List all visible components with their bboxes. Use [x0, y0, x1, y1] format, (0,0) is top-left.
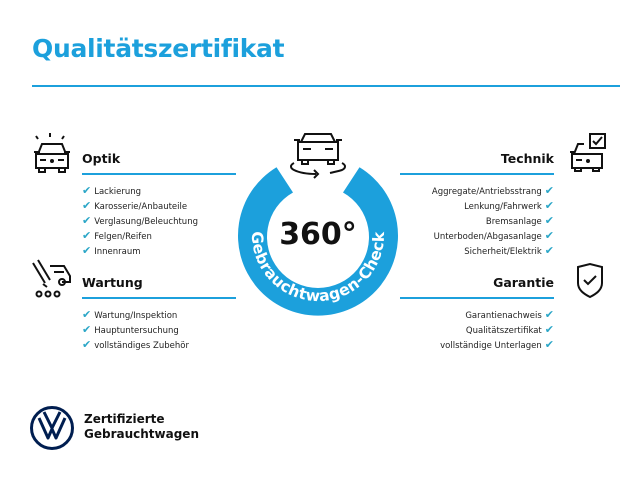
check-icon: ✔: [82, 199, 92, 212]
list-item: Bremsanlage ✔: [485, 214, 554, 227]
ring-arc: [238, 167, 398, 316]
360-check-badge: Gebrauchtwagen-Check 360°: [238, 133, 398, 316]
list-item: ✔ Felgen/Reifen: [82, 229, 152, 242]
check-icon: ✔: [544, 338, 554, 351]
check-icon: ✔: [82, 244, 92, 257]
car-rotation-icon: [290, 133, 346, 179]
section-divider: [82, 297, 236, 299]
check-icon: ✔: [82, 323, 92, 336]
check-icon: ✔: [544, 199, 554, 212]
section-divider: [400, 173, 554, 175]
check-icon: ✔: [82, 214, 92, 227]
check-icon: ✔: [82, 338, 92, 351]
list-item: Aggregate/Antriebsstrang ✔: [431, 184, 554, 197]
section-technik: Technik Aggregate/Antriebsstrang ✔ Lenkun…: [400, 151, 554, 258]
list-item: ✔ Wartung/Inspektion: [82, 308, 178, 321]
360-label: 360°: [279, 217, 357, 252]
list-item: Unterboden/Abgasanlage ✔: [433, 229, 554, 242]
check-icon: ✔: [544, 229, 554, 242]
car-optics-icon: [34, 133, 70, 173]
list-item: Sicherheit/Elektrik ✔: [464, 244, 554, 257]
list-item: Garantienachweis ✔: [465, 308, 554, 321]
list-item: Qualitätszertifikat ✔: [465, 323, 554, 336]
section-title: Technik: [500, 151, 554, 166]
vw-logo: [30, 406, 74, 450]
footer-brand-text: Zertifizierte Gebrauchtwagen: [84, 412, 199, 441]
check-icon: ✔: [544, 184, 554, 197]
check-icon: ✔: [82, 184, 92, 197]
check-icon: ✔: [82, 308, 92, 321]
section-title: Wartung: [82, 275, 143, 290]
check-icon: ✔: [544, 308, 554, 321]
page-title: Qualitätszertifikat: [32, 34, 285, 63]
check-icon: ✔: [544, 214, 554, 227]
section-wartung: Wartung ✔ Wartung/Inspektion ✔ Hauptunters…: [82, 275, 236, 352]
section-garantie: Garantie Garantienachweis ✔ Qualitätszert…: [400, 275, 554, 352]
check-icon: ✔: [82, 229, 92, 242]
section-title: Garantie: [493, 275, 554, 290]
check-icon: ✔: [544, 244, 554, 257]
list-item: vollständige Unterlagen ✔: [440, 338, 554, 351]
shield-check-icon: [577, 262, 603, 299]
list-item: ✔ Verglasung/Beleuchtung: [82, 214, 198, 227]
list-item: Lenkung/Fahrwerk ✔: [464, 199, 554, 212]
check-icon: ✔: [544, 323, 554, 336]
section-divider: [400, 297, 554, 299]
list-item: ✔ vollständiges Zubehör: [82, 338, 189, 351]
list-item: ✔ Lackierung: [82, 184, 142, 197]
section-optik: Optik ✔ Lackierung ✔ Karosserie/Anbauteile…: [82, 151, 236, 258]
section-title: Optik: [82, 151, 121, 166]
list-item: ✔ Karosserie/Anbauteile: [82, 199, 188, 212]
list-item: ✔ Innenraum: [82, 244, 141, 257]
car-technics-check-icon: [570, 133, 606, 172]
section-divider: [82, 173, 236, 175]
list-item: ✔ Hauptuntersuchung: [82, 323, 179, 336]
maintenance-icon: [32, 259, 71, 298]
title-divider: [32, 85, 620, 87]
